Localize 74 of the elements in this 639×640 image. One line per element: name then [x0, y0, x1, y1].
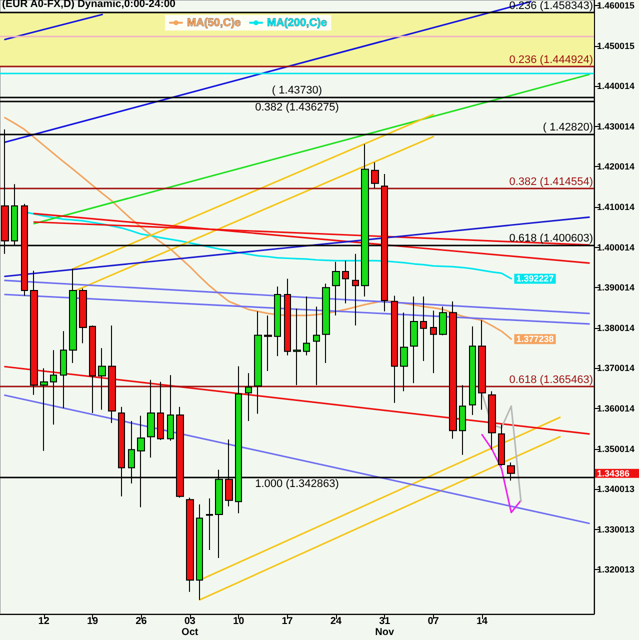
y-tick-label: 1.430014: [597, 121, 635, 132]
candlestick: [332, 261, 340, 316]
y-tick-label: 1.330013: [597, 524, 635, 534]
ref-line-label: 0.618 (1.365463): [509, 374, 593, 386]
candlestick: [439, 306, 447, 336]
candlestick: [206, 498, 213, 550]
x-tick-label: 07: [428, 616, 440, 627]
x-tick-label: 24: [330, 616, 342, 627]
y-tick-label: 1.410014: [597, 202, 635, 212]
x-tick-label: 17: [282, 616, 294, 627]
candlestick: [303, 296, 310, 356]
y-tick-label: 1.380014: [597, 322, 635, 333]
x-tick-label: 19: [86, 616, 99, 627]
candlestick: [371, 162, 379, 189]
candlestick: [410, 296, 418, 384]
candlestick: [79, 288, 87, 344]
y-tick-label: 1.420014: [597, 162, 635, 172]
candlestick: [245, 372, 252, 422]
text: 1.34386: [597, 468, 630, 478]
y-tick-label: 1.360014: [597, 403, 635, 414]
y-tick-label: 1.370014: [597, 363, 635, 374]
legend-label: MA(50,C)e: [187, 16, 241, 29]
y-tick-label: 1.350014: [597, 444, 635, 454]
candlestick: [254, 310, 262, 414]
x-tick-label: 12: [38, 616, 50, 627]
candlestick: [196, 504, 203, 600]
candlestick: [313, 306, 320, 386]
ref-line-label: 0.382 (1.436275): [255, 102, 339, 114]
candlestick: [400, 312, 408, 392]
candlestick: [293, 308, 301, 386]
candlestick: [430, 310, 437, 374]
candlestick: [50, 350, 57, 426]
candlestick: [478, 320, 486, 410]
y-tick-label: 1.440014: [597, 81, 635, 92]
candlestick: [167, 374, 174, 442]
ref-line-label: ( 1.42820): [542, 121, 593, 134]
candlestick: [40, 368, 48, 452]
y-tick-label: 1.390014: [597, 282, 635, 293]
line-series: [481, 434, 522, 514]
candlestick: [352, 253, 359, 326]
data-label: 1.392227: [516, 274, 554, 284]
candlestick: [322, 283, 330, 364]
candlestick: [274, 286, 281, 357]
candlestick: [459, 384, 466, 456]
y-tick-label: 1.450015: [597, 40, 635, 51]
x-tick-label: 03 Oct: [182, 616, 199, 638]
candlestick: [420, 296, 427, 362]
candlestick: [98, 348, 106, 410]
candlestick: [60, 330, 67, 409]
ref-line-label: 0.236 (1.458343): [509, 0, 593, 12]
ref-line-label: 1.000 (1.342863): [255, 478, 339, 490]
x-tick-label: 14: [476, 616, 488, 627]
candlestick: [147, 379, 155, 458]
y-tick-label: 1.340013: [597, 484, 635, 494]
candlestick: [342, 260, 349, 304]
candlestick: [469, 326, 476, 416]
candlestick: [391, 295, 398, 404]
candlestick: [69, 268, 77, 364]
ref-line-label: 0.618 (1.400603): [509, 232, 593, 244]
data-label: 1.377238: [516, 334, 554, 344]
x-tick-label: 10: [233, 616, 245, 627]
x-tick-label: 31 Nov: [375, 616, 395, 638]
ref-line-label: ( 1.43730): [272, 84, 322, 97]
candlestick: [264, 314, 272, 372]
candlestick: [284, 278, 291, 356]
x-tick-label: 26: [136, 616, 148, 627]
y-tick-label: 1.320013: [597, 564, 635, 575]
candlestick: [186, 497, 194, 592]
y-tick-label: 1.460015: [597, 0, 635, 11]
ref-line-label: 0.236 (1.444924): [509, 54, 593, 66]
ref-line-label: 0.382 (1.414554): [509, 176, 593, 188]
legend-label: MA(200,C)e: [267, 16, 327, 29]
line-series: [481, 392, 522, 502]
y-tick-label: 1.400014: [597, 242, 635, 252]
